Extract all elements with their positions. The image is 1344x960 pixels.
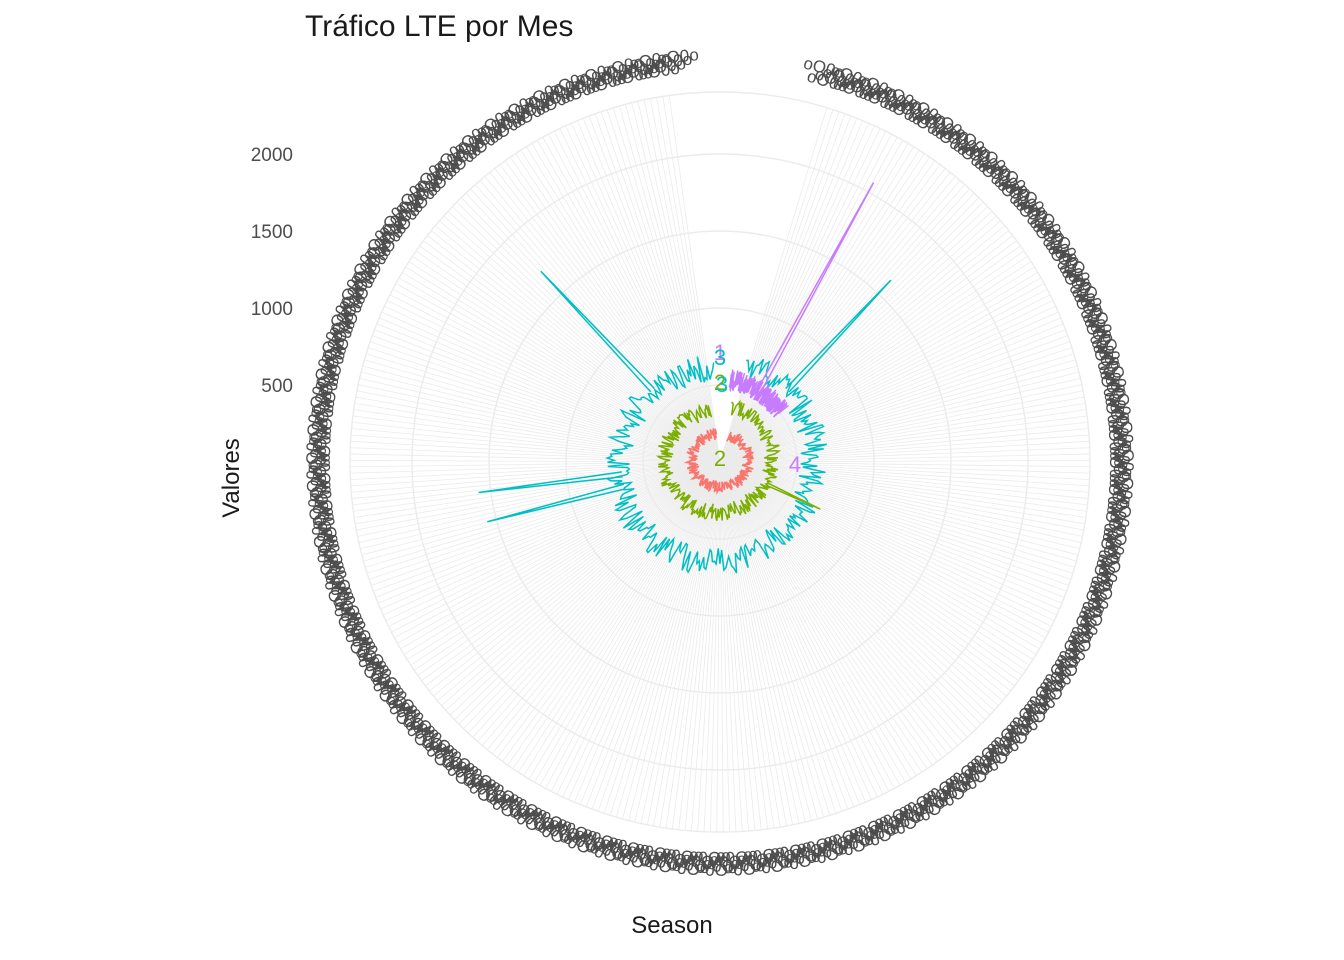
category-label: oO0o xyxy=(1106,480,1129,523)
category-label: oO0o xyxy=(716,847,758,868)
category-label: oO0o xyxy=(674,854,717,875)
category-label: oO0o xyxy=(682,851,724,872)
category-label: oO0o xyxy=(696,860,738,879)
grid-circle xyxy=(411,153,1029,771)
y-tick-label: 1000 xyxy=(251,299,293,320)
category-label: oO0o xyxy=(314,426,335,468)
series-spike xyxy=(478,471,623,494)
grid-spoke xyxy=(719,461,1069,586)
series-label: 1 xyxy=(714,340,726,365)
category-label: oO0o xyxy=(656,45,699,68)
category-label: oO0o xyxy=(315,479,338,522)
category-label: oO0o xyxy=(1109,487,1133,531)
series-label: 2 xyxy=(714,370,726,395)
grid-spoke xyxy=(719,240,1017,463)
y-tick-label: 1500 xyxy=(251,222,293,243)
category-label: oO0o xyxy=(736,848,779,871)
series-line-1 xyxy=(683,428,755,495)
category-label: oO0o xyxy=(315,398,338,441)
category-label: oO0o xyxy=(1109,453,1129,495)
grid-circle xyxy=(642,384,798,540)
category-label: oO0o xyxy=(311,473,333,516)
grid-spoke xyxy=(719,461,943,758)
category-label: oO0o xyxy=(1104,419,1125,462)
category-label: oO0o xyxy=(654,847,697,871)
category-label: oO0o xyxy=(1106,397,1129,440)
category-label: oO0o xyxy=(303,487,327,531)
category-label: oO0o xyxy=(1109,425,1130,467)
grid-spoke xyxy=(358,461,721,543)
category-label: oO0o xyxy=(730,853,773,875)
category-label: oO0o xyxy=(1103,473,1125,516)
series-spike xyxy=(487,483,626,523)
grid-spoke xyxy=(719,461,818,820)
category-label: oO0o xyxy=(315,453,335,495)
grid-spoke xyxy=(719,461,933,766)
category-label: oO0o xyxy=(689,847,731,867)
category-label: oO0o xyxy=(661,844,704,867)
series-spike xyxy=(766,482,821,510)
grid-outer-circle xyxy=(349,91,1091,833)
category-label: oO0o xyxy=(742,843,785,867)
series-spike xyxy=(540,270,655,393)
category-label: oO0o xyxy=(307,439,326,481)
category-label: oO0o xyxy=(1115,411,1137,454)
category-label: oO0o xyxy=(723,858,766,879)
category-label: oO0o xyxy=(307,467,329,510)
grid-circle xyxy=(565,307,875,617)
series-line-4 xyxy=(728,369,789,418)
category-label: oO0o xyxy=(1111,404,1134,447)
series-label: 2 xyxy=(714,446,726,471)
chart-title: Tráfico LTE por Mes xyxy=(305,10,574,43)
series-spike xyxy=(757,182,875,391)
category-label: oO0o xyxy=(709,851,751,871)
series-label: 3 xyxy=(716,372,728,397)
category-label: oO0o xyxy=(303,404,326,447)
series-label: 4 xyxy=(789,452,801,477)
grid-spoke xyxy=(719,250,1025,463)
category-label: oO0o xyxy=(1113,460,1134,502)
series-label: 3 xyxy=(714,345,726,370)
category-label: oO0o xyxy=(1113,432,1133,474)
grid-spoke xyxy=(458,461,721,725)
category-label: oO0o xyxy=(311,446,331,488)
category-label: oO0o xyxy=(650,49,694,73)
series-line-3 xyxy=(604,356,827,574)
y-axis-label: Valores xyxy=(218,438,245,518)
grid-spoke xyxy=(719,461,982,725)
grid-spoke xyxy=(719,255,1028,463)
category-label: oO0o xyxy=(703,856,745,875)
grid-spoke xyxy=(463,461,721,729)
category-label: oO0o xyxy=(307,411,329,454)
category-label: oO0o xyxy=(1116,467,1138,510)
category-label: oO0o xyxy=(1118,439,1137,481)
y-tick-label: 2000 xyxy=(251,145,293,166)
category-label: oO0o xyxy=(667,857,710,879)
grid-circle xyxy=(488,230,952,694)
category-label: oO0o xyxy=(303,432,323,474)
series-spike xyxy=(785,279,892,393)
y-tick-label: 500 xyxy=(261,376,293,397)
grid-spoke xyxy=(415,250,721,463)
category-label: oO0o xyxy=(310,418,331,461)
grid-spoke xyxy=(719,156,931,463)
category-label: oO0o xyxy=(302,460,323,502)
series-line-2 xyxy=(655,399,782,521)
category-label: oO0o xyxy=(1106,446,1126,488)
x-axis-label: Season xyxy=(631,912,713,939)
